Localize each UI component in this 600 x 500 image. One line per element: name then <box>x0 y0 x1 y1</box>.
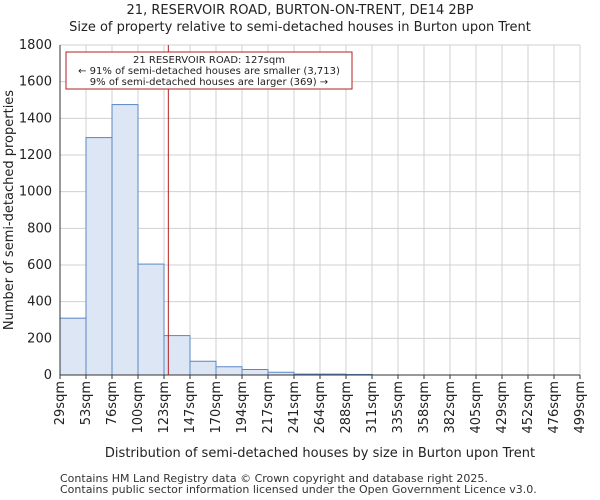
chart-title-block: 21, RESERVOIR ROAD, BURTON-ON-TRENT, DE1… <box>0 2 600 36</box>
y-tick-label: 200 <box>27 331 52 346</box>
footer-line-1: Contains HM Land Registry data © Crown c… <box>60 472 488 485</box>
x-tick-label: 429sqm <box>495 381 510 434</box>
y-tick-label: 1600 <box>19 75 52 90</box>
annotation-line-1: 21 RESERVOIR ROAD: 127sqm <box>133 55 285 66</box>
histogram-bar <box>111 104 139 376</box>
histogram-bar <box>59 317 87 376</box>
annotation-box <box>65 51 353 90</box>
x-tick-label: 147sqm <box>183 381 198 434</box>
y-tick-label: 1800 <box>19 38 52 53</box>
x-tick-label: 476sqm <box>547 381 562 434</box>
histogram-bar <box>85 137 113 376</box>
x-tick-label: 217sqm <box>261 381 276 434</box>
y-axis-label: Number of semi-detached properties <box>2 90 17 330</box>
x-tick-label: 29sqm <box>53 381 68 425</box>
footer: Contains HM Land Registry data © Crown c… <box>60 473 537 495</box>
marker-annotation: 21 RESERVOIR ROAD: 127sqm ← 91% of semi-… <box>65 51 353 90</box>
x-tick-label: 264sqm <box>313 381 328 434</box>
x-tick-label: 358sqm <box>417 381 432 434</box>
histogram-bar <box>189 360 217 376</box>
x-tick-label: 194sqm <box>235 381 250 434</box>
x-tick-label: 335sqm <box>391 381 406 434</box>
histogram-bar <box>137 263 165 376</box>
x-tick-label: 76sqm <box>105 381 120 425</box>
x-tick-label: 405sqm <box>469 381 484 434</box>
y-tick-label: 400 <box>27 295 52 310</box>
x-tick-label: 170sqm <box>209 381 224 434</box>
y-tick-labels: 0 200 400 600 800 1000 1200 1400 1600 1800 <box>19 38 52 383</box>
chart-svg: 0 200 400 600 800 1000 1200 1400 1600 1800 29sqm 5… <box>2 38 588 461</box>
x-tick-label: 100sqm <box>131 381 146 434</box>
chart-title: 21, RESERVOIR ROAD, BURTON-ON-TRENT, DE1… <box>126 3 474 18</box>
annotation-line-2: ← 91% of semi-detached houses are smalle… <box>78 66 340 77</box>
x-tick-label: 123sqm <box>157 381 172 434</box>
x-tick-label: 382sqm <box>443 381 458 434</box>
y-tick-label: 800 <box>27 221 52 236</box>
x-tick-label: 311sqm <box>365 381 380 434</box>
chart-subtitle: Size of property relative to semi-detach… <box>69 20 531 35</box>
x-tick-label: 53sqm <box>79 381 94 425</box>
y-tick-label: 1400 <box>19 111 52 126</box>
y-tick-label: 600 <box>27 258 52 273</box>
x-tick-labels: 29sqm 53sqm 76sqm 100sqm 123sqm 147sqm 170sqm 1… <box>53 375 588 434</box>
x-axis-label: Distribution of semi-detached houses by … <box>105 446 535 461</box>
footer-line-2: Contains public sector information licen… <box>60 483 537 496</box>
x-tick-label: 288sqm <box>339 381 354 434</box>
x-tick-label: 499sqm <box>573 381 588 434</box>
annotation-line-3: 9% of semi-detached houses are larger (3… <box>90 77 328 88</box>
histogram-bar <box>215 366 243 376</box>
x-tick-label: 241sqm <box>287 381 302 434</box>
y-tick-label: 0 <box>44 368 52 383</box>
bars <box>59 104 373 376</box>
y-tick-label: 1200 <box>19 148 52 163</box>
y-tick-label: 1000 <box>19 185 52 200</box>
x-tick-label: 452sqm <box>521 381 536 434</box>
histogram-bar <box>241 369 269 376</box>
